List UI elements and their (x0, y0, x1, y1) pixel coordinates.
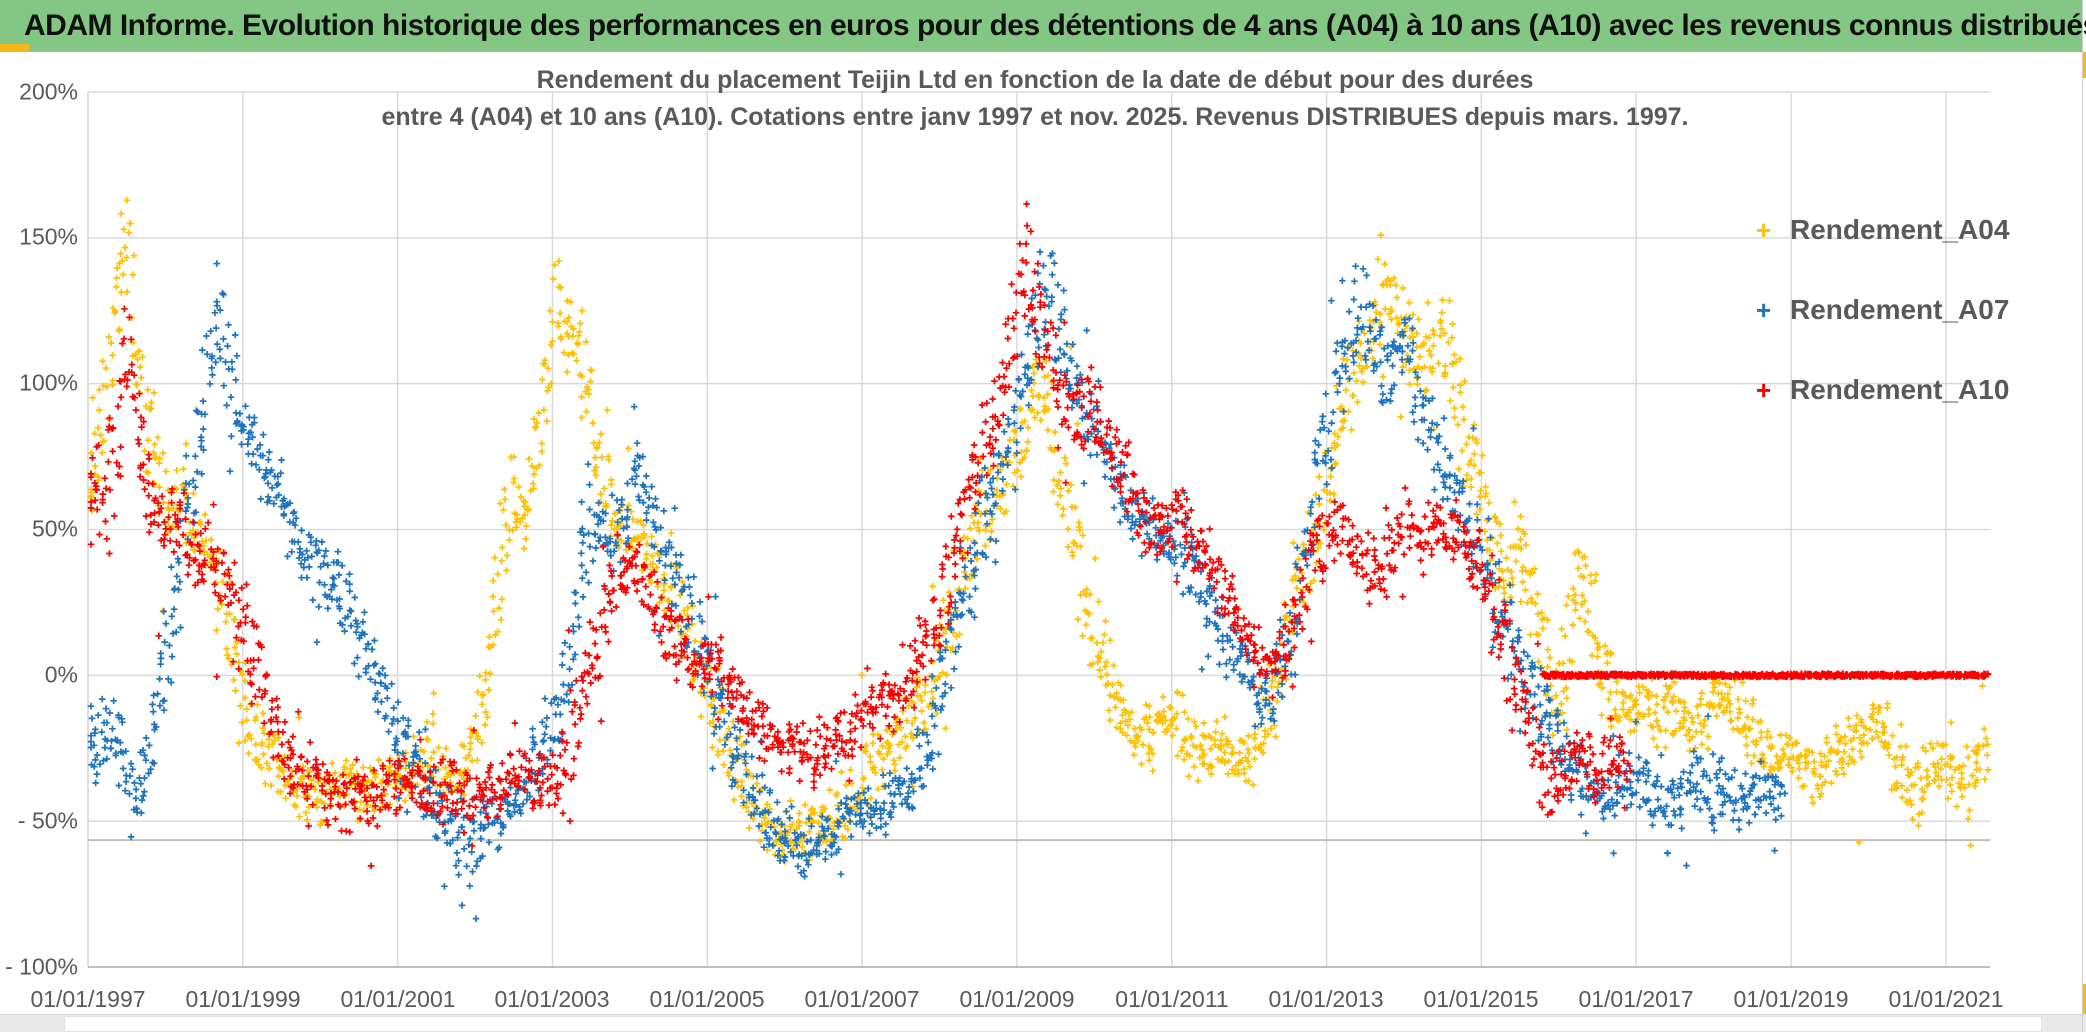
x-tick-2009: 01/01/2009 (959, 986, 1075, 1012)
plus-marker-a04-icon: + (1756, 214, 1772, 245)
x-tick-2011: 01/01/2011 (1115, 986, 1229, 1012)
y-tick-neg100: - 100% (5, 953, 78, 980)
legend-label-a10: Rendement_A10 (1790, 374, 2010, 405)
scatter-series (1539, 670, 1992, 681)
y-tick-150: 150% (19, 223, 78, 250)
chart-title-line1: Rendement du placement Teijin Ltd en fon… (536, 66, 1534, 94)
y-tick-200: 200% (19, 78, 78, 105)
legend-item-a04[interactable]: + Rendement_A04 (1756, 190, 2009, 270)
x-tick-2005: 01/01/2005 (649, 986, 765, 1012)
chart-canvas-region (0, 52, 2082, 1014)
legend-label-a07: Rendement_A07 (1790, 294, 2010, 325)
x-tick-2021: 01/01/2021 (1888, 986, 2004, 1012)
plus-marker-a10-icon: + (1756, 374, 1772, 405)
plus-marker-a07-icon: + (1756, 294, 1772, 325)
y-tick-0: 0% (44, 661, 78, 688)
scatter-series (87, 200, 1634, 870)
x-tick-2001: 01/01/2001 (340, 986, 456, 1012)
chart-title-line2: entre 4 (A04) et 10 ans (A10). Cotations… (381, 103, 1689, 131)
x-tick-2015: 01/01/2015 (1423, 986, 1539, 1012)
y-tick-50: 50% (31, 515, 78, 542)
scatter-series (87, 196, 1992, 865)
window-right-border (2082, 0, 2083, 1032)
legend-item-a10[interactable]: + Rendement_A10 (1756, 350, 2009, 430)
chart-legend: + Rendement_A04 + Rendement_A07 + Rendem… (1756, 190, 2009, 430)
chart-title: Rendement du placement Teijin Ltd en fon… (340, 62, 1730, 136)
bottom-scrollbar-thumb[interactable] (64, 1016, 2042, 1032)
y-tick-neg50: - 50% (17, 807, 78, 834)
header-title: ADAM Informe. Evolution historique des p… (24, 9, 2086, 42)
x-tick-2003: 01/01/2003 (494, 986, 610, 1012)
gold-accent-top-left (0, 44, 30, 53)
x-tick-2007: 01/01/2007 (804, 986, 920, 1012)
x-tick-2019: 01/01/2019 (1733, 986, 1849, 1012)
scatter-plot (87, 91, 1992, 968)
x-tick-1999: 01/01/1999 (185, 986, 301, 1012)
x-tick-2013: 01/01/2013 (1268, 986, 1384, 1012)
x-tick-2017: 01/01/2017 (1578, 986, 1694, 1012)
legend-item-a07[interactable]: + Rendement_A07 (1756, 270, 2009, 350)
header-banner: ADAM Informe. Evolution historique des p… (0, 0, 2086, 52)
legend-label-a04: Rendement_A04 (1790, 214, 2010, 245)
x-tick-1997: 01/01/1997 (30, 986, 146, 1012)
y-tick-100: 100% (19, 369, 78, 396)
